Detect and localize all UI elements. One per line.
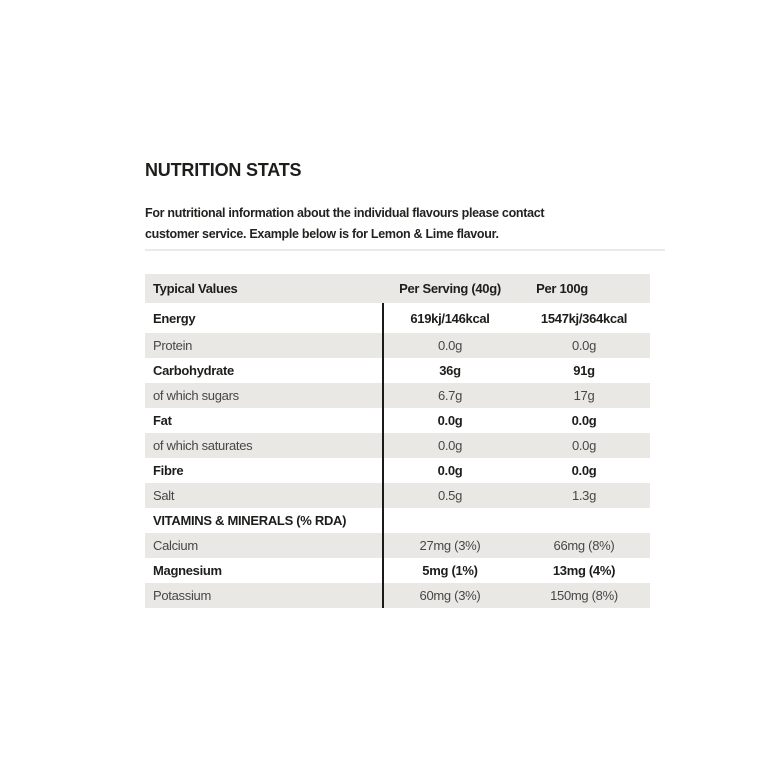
- row-protein: Protein 0.0g 0.0g: [145, 333, 650, 358]
- nutrition-table: Typical Values Per Serving (40g) Per 100…: [145, 274, 650, 608]
- header-per-serving: Per Serving (40g): [399, 281, 501, 296]
- cell-per-serving: 0.5g: [437, 488, 463, 503]
- cell-label: Calcium: [153, 538, 198, 553]
- section-header-label: VITAMINS & MINERALS (% RDA): [153, 513, 347, 528]
- cell-per-100g: 1547kj/364kcal: [540, 310, 628, 326]
- cell-per-100g: 1.3g: [571, 488, 597, 503]
- cell-per-serving: 0.0g: [437, 413, 463, 428]
- row-energy: Energy 619kj/146kcal 1547kj/364kcal: [145, 303, 650, 333]
- cell-per-100g: 0.0g: [571, 413, 597, 428]
- header-typical-values: Typical Values: [153, 281, 238, 296]
- cell-per-serving: 6.7g: [437, 388, 463, 403]
- cell-per-100g: 0.0g: [571, 463, 597, 478]
- cell-per-100g: 0.0g: [571, 338, 597, 353]
- cell-label: Energy: [153, 310, 196, 326]
- cell-label: Potassium: [153, 588, 211, 603]
- row-vitamins-minerals-section: VITAMINS & MINERALS (% RDA): [145, 508, 650, 533]
- cell-label: Protein: [153, 338, 193, 353]
- cell-per-serving: 0.0g: [437, 463, 463, 478]
- row-potassium: Potassium 60mg (3%) 150mg (8%): [145, 583, 650, 608]
- cell-per-serving: 0.0g: [437, 438, 463, 453]
- intro-line-1: For nutritional information about the in…: [145, 206, 545, 220]
- section-divider: [145, 249, 665, 251]
- cell-per-100g: 66mg (8%): [553, 538, 615, 553]
- cell-per-100g: 17g: [573, 388, 595, 403]
- cell-per-serving: 27mg (3%): [419, 538, 481, 553]
- cell-per-100g: 150mg (8%): [550, 588, 618, 603]
- cell-label: Magnesium: [153, 563, 222, 578]
- row-magnesium: Magnesium 5mg (1%) 13mg (4%): [145, 558, 650, 583]
- table-column-divider: [382, 303, 384, 608]
- cell-label: of which sugars: [153, 388, 239, 403]
- page-title: NUTRITION STATS: [145, 160, 302, 180]
- intro-line-2: customer service. Example below is for L…: [145, 227, 499, 241]
- cell-label: of which saturates: [153, 438, 253, 453]
- cell-per-100g: 91g: [573, 363, 595, 378]
- cell-per-100g: 0.0g: [571, 438, 597, 453]
- cell-per-100g: 13mg (4%): [552, 563, 616, 578]
- row-fat: Fat 0.0g 0.0g: [145, 408, 650, 433]
- cell-per-serving: 619kj/146kcal: [410, 310, 490, 326]
- row-of-which-sugars: of which sugars 6.7g 17g: [145, 383, 650, 408]
- cell-per-serving: 0.0g: [437, 338, 463, 353]
- content-area: NUTRITION STATS For nutritional informat…: [145, 160, 665, 608]
- row-of-which-saturates: of which saturates 0.0g 0.0g: [145, 433, 650, 458]
- intro-text: For nutritional information about the in…: [145, 203, 665, 245]
- cell-label: Fibre: [153, 463, 184, 478]
- row-salt: Salt 0.5g 1.3g: [145, 483, 650, 508]
- table-header-row: Typical Values Per Serving (40g) Per 100…: [145, 274, 650, 303]
- cell-per-serving: 5mg (1%): [422, 563, 478, 578]
- row-fibre: Fibre 0.0g 0.0g: [145, 458, 650, 483]
- cell-label: Salt: [153, 488, 175, 503]
- cell-label: Carbohydrate: [153, 363, 234, 378]
- row-carbohydrate: Carbohydrate 36g 91g: [145, 358, 650, 383]
- header-per-100g: Per 100g: [536, 281, 588, 296]
- row-calcium: Calcium 27mg (3%) 66mg (8%): [145, 533, 650, 558]
- cell-per-serving: 36g: [439, 363, 461, 378]
- cell-per-serving: 60mg (3%): [419, 588, 481, 603]
- cell-label: Fat: [153, 413, 172, 428]
